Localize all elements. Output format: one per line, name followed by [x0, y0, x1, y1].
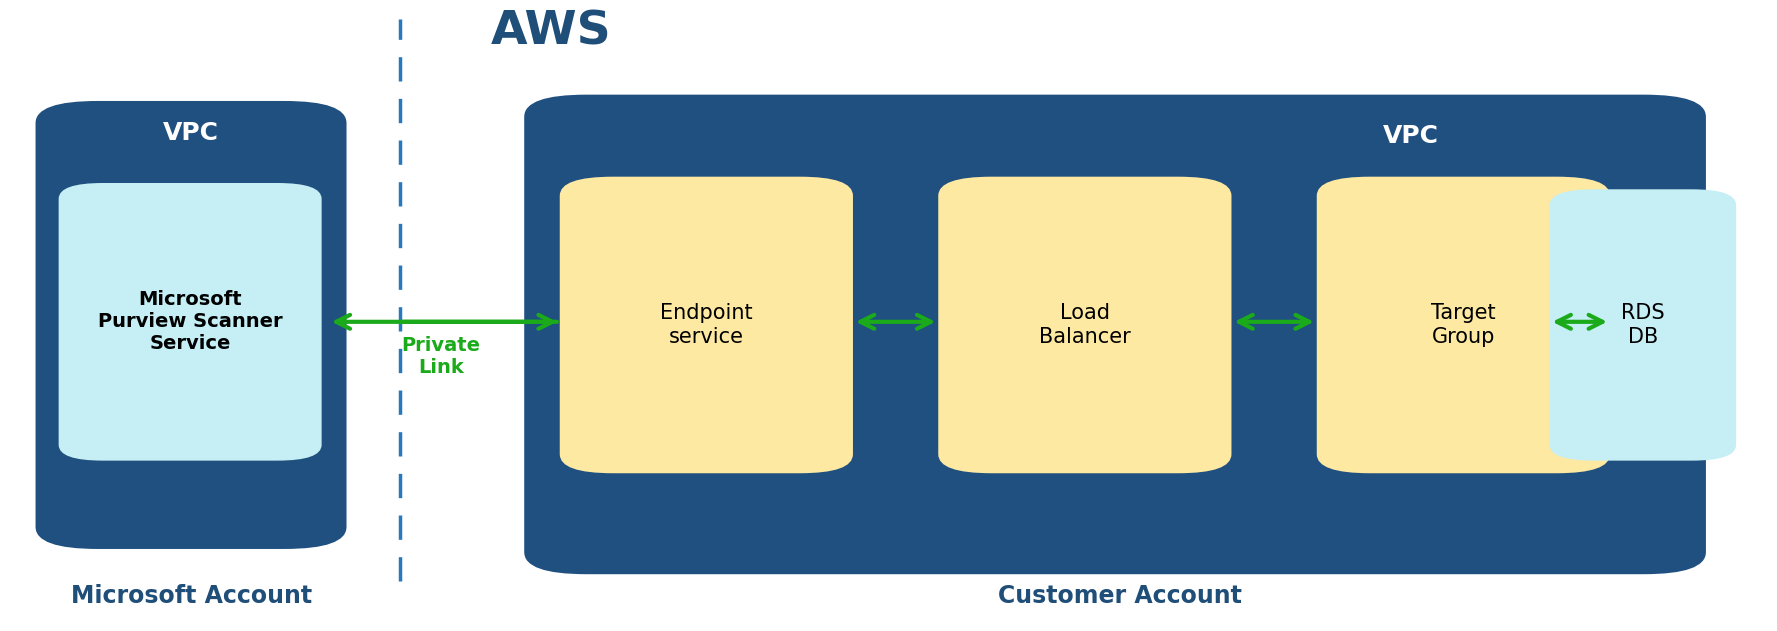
- FancyBboxPatch shape: [938, 177, 1231, 473]
- Text: Microsoft Account: Microsoft Account: [71, 584, 313, 608]
- Text: VPC: VPC: [163, 121, 219, 144]
- Text: Target
Group: Target Group: [1430, 304, 1496, 346]
- Text: Customer Account: Customer Account: [997, 584, 1242, 608]
- FancyBboxPatch shape: [524, 95, 1706, 574]
- FancyBboxPatch shape: [1550, 189, 1736, 461]
- FancyBboxPatch shape: [59, 183, 322, 461]
- FancyBboxPatch shape: [36, 101, 347, 549]
- Text: AWS: AWS: [490, 9, 611, 54]
- Text: RDS
DB: RDS DB: [1621, 304, 1665, 346]
- Text: Endpoint
service: Endpoint service: [659, 304, 753, 346]
- Text: VPC: VPC: [1383, 124, 1439, 148]
- Text: Private
Link: Private Link: [402, 336, 480, 377]
- Text: Microsoft
Purview Scanner
Service: Microsoft Purview Scanner Service: [98, 290, 283, 353]
- FancyBboxPatch shape: [1317, 177, 1610, 473]
- FancyBboxPatch shape: [560, 177, 853, 473]
- Text: Load
Balancer: Load Balancer: [1040, 304, 1130, 346]
